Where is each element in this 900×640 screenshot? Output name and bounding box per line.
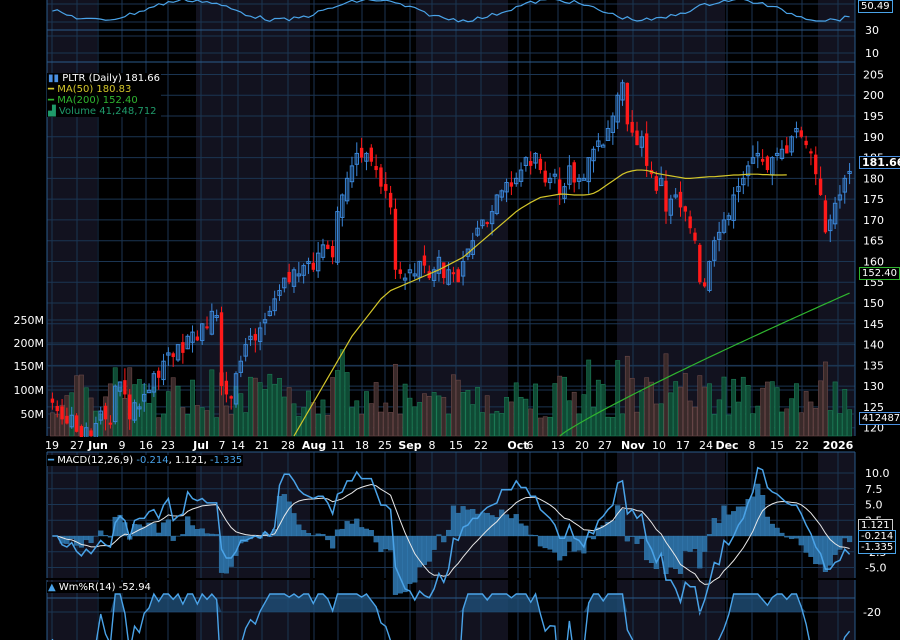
- svg-text:24: 24: [699, 439, 713, 452]
- svg-text:15: 15: [449, 439, 463, 452]
- svg-text:160: 160: [863, 255, 884, 268]
- top-oscillator-line: [52, 0, 850, 23]
- legend-price-label: PLTR (Daily): [62, 73, 122, 84]
- volume-tag: 412487: [859, 412, 900, 425]
- svg-text:8: 8: [749, 439, 756, 452]
- svg-text:6: 6: [527, 439, 534, 452]
- svg-text:9: 9: [119, 439, 126, 452]
- legend-ma200-value: 152.40: [102, 95, 138, 106]
- svg-text:27: 27: [598, 439, 612, 452]
- svg-text:250M: 250M: [14, 314, 45, 327]
- legend-volume-label: Volume: [58, 106, 97, 117]
- svg-text:-20: -20: [863, 606, 881, 619]
- svg-text:150M: 150M: [14, 360, 45, 373]
- macd-label: MACD(12,26,9): [57, 455, 134, 466]
- svg-text:Jun: Jun: [87, 439, 108, 452]
- svg-text:200: 200: [863, 89, 884, 102]
- svg-text:11: 11: [331, 439, 345, 452]
- williams-r-legend: ▲ Wm%R(14) -52.94: [47, 582, 152, 593]
- macd-signal-line: [52, 483, 850, 585]
- svg-text:Nov: Nov: [621, 439, 646, 452]
- svg-text:Oct: Oct: [507, 439, 528, 452]
- legend-ma50-label: MA(50): [57, 84, 94, 95]
- ma50-line-icon: ━: [48, 84, 55, 95]
- svg-text:25: 25: [378, 439, 392, 452]
- legend-price-value: 181.66: [124, 73, 160, 84]
- svg-text:20: 20: [575, 439, 589, 452]
- svg-text:170: 170: [863, 214, 884, 227]
- svg-text:19: 19: [45, 439, 59, 452]
- wr-label: Wm%R(14): [58, 582, 116, 593]
- svg-text:150: 150: [863, 297, 884, 310]
- svg-text:50M: 50M: [21, 408, 45, 421]
- svg-text:7: 7: [219, 439, 226, 452]
- svg-text:190: 190: [863, 131, 884, 144]
- svg-text:8: 8: [429, 439, 436, 452]
- macd-value: -0.214: [136, 455, 169, 466]
- ma50-line: [293, 169, 787, 437]
- svg-text:2026: 2026: [823, 439, 854, 452]
- svg-text:200M: 200M: [14, 337, 45, 350]
- macd-histogram: [59, 483, 853, 595]
- legend-ma200-label: MA(200): [57, 95, 100, 106]
- top-panel-value-tag: 50.49: [858, 0, 893, 13]
- svg-text:135: 135: [863, 359, 884, 372]
- svg-text:22: 22: [474, 439, 488, 452]
- svg-text:30: 30: [865, 24, 879, 37]
- legend-volume-value: 41,248,712: [99, 106, 157, 117]
- macd-line: [52, 466, 851, 617]
- svg-text:5.0: 5.0: [865, 499, 883, 512]
- svg-text:100M: 100M: [14, 384, 45, 397]
- svg-text:14: 14: [231, 439, 245, 452]
- macd-hist-tag: -1.335: [858, 541, 897, 554]
- williams-r-line: [51, 592, 851, 640]
- svg-text:18: 18: [355, 439, 369, 452]
- svg-text:13: 13: [551, 439, 565, 452]
- candles: [50, 79, 852, 451]
- svg-text:205: 205: [863, 68, 884, 81]
- svg-text:10: 10: [652, 439, 666, 452]
- svg-text:17: 17: [676, 439, 690, 452]
- svg-text:-5.0: -5.0: [865, 562, 886, 575]
- wr-value: -52.94: [118, 582, 151, 593]
- legend-ma50-value: 180.83: [96, 84, 132, 95]
- macd-line-icon: ━: [48, 455, 55, 466]
- svg-text:180: 180: [863, 172, 884, 185]
- svg-text:165: 165: [863, 235, 884, 248]
- macd-hist-value: -1.335: [210, 455, 243, 466]
- svg-text:195: 195: [863, 110, 884, 123]
- svg-text:23: 23: [161, 439, 175, 452]
- price-legend: ▮▮ PLTR (Daily) 181.66 ━ MA(50) 180.83 ━…: [47, 73, 161, 117]
- svg-text:10: 10: [865, 47, 879, 60]
- macd-signal-value: 1.121: [174, 455, 204, 466]
- svg-text:27: 27: [70, 439, 84, 452]
- svg-text:10.0: 10.0: [865, 467, 890, 480]
- svg-text:7.5: 7.5: [865, 483, 883, 496]
- svg-text:130: 130: [863, 380, 884, 393]
- svg-text:140: 140: [863, 339, 884, 352]
- ma200-line-icon: ━: [48, 95, 55, 106]
- svg-text:125: 125: [863, 401, 884, 414]
- svg-text:Dec: Dec: [715, 439, 738, 452]
- ma200-tag: 152.40: [859, 267, 900, 280]
- svg-text:Sep: Sep: [398, 439, 421, 452]
- svg-text:21: 21: [255, 439, 269, 452]
- svg-text:145: 145: [863, 318, 884, 331]
- svg-text:15: 15: [770, 439, 784, 452]
- price-tag: 181.66: [859, 156, 900, 169]
- svg-text:28: 28: [281, 439, 295, 452]
- candle-icon: ▮▮: [48, 73, 60, 84]
- svg-text:175: 175: [863, 193, 884, 206]
- volume-bars-icon: ▟: [48, 106, 56, 117]
- area-icon: ▲: [48, 582, 56, 593]
- ma200-line: [559, 292, 850, 437]
- svg-text:Jul: Jul: [192, 439, 209, 452]
- svg-text:22: 22: [795, 439, 809, 452]
- svg-text:Aug: Aug: [302, 439, 326, 452]
- svg-text:16: 16: [139, 439, 153, 452]
- macd-legend: ━ MACD(12,26,9) -0.214, 1.121, -1.335: [47, 455, 244, 466]
